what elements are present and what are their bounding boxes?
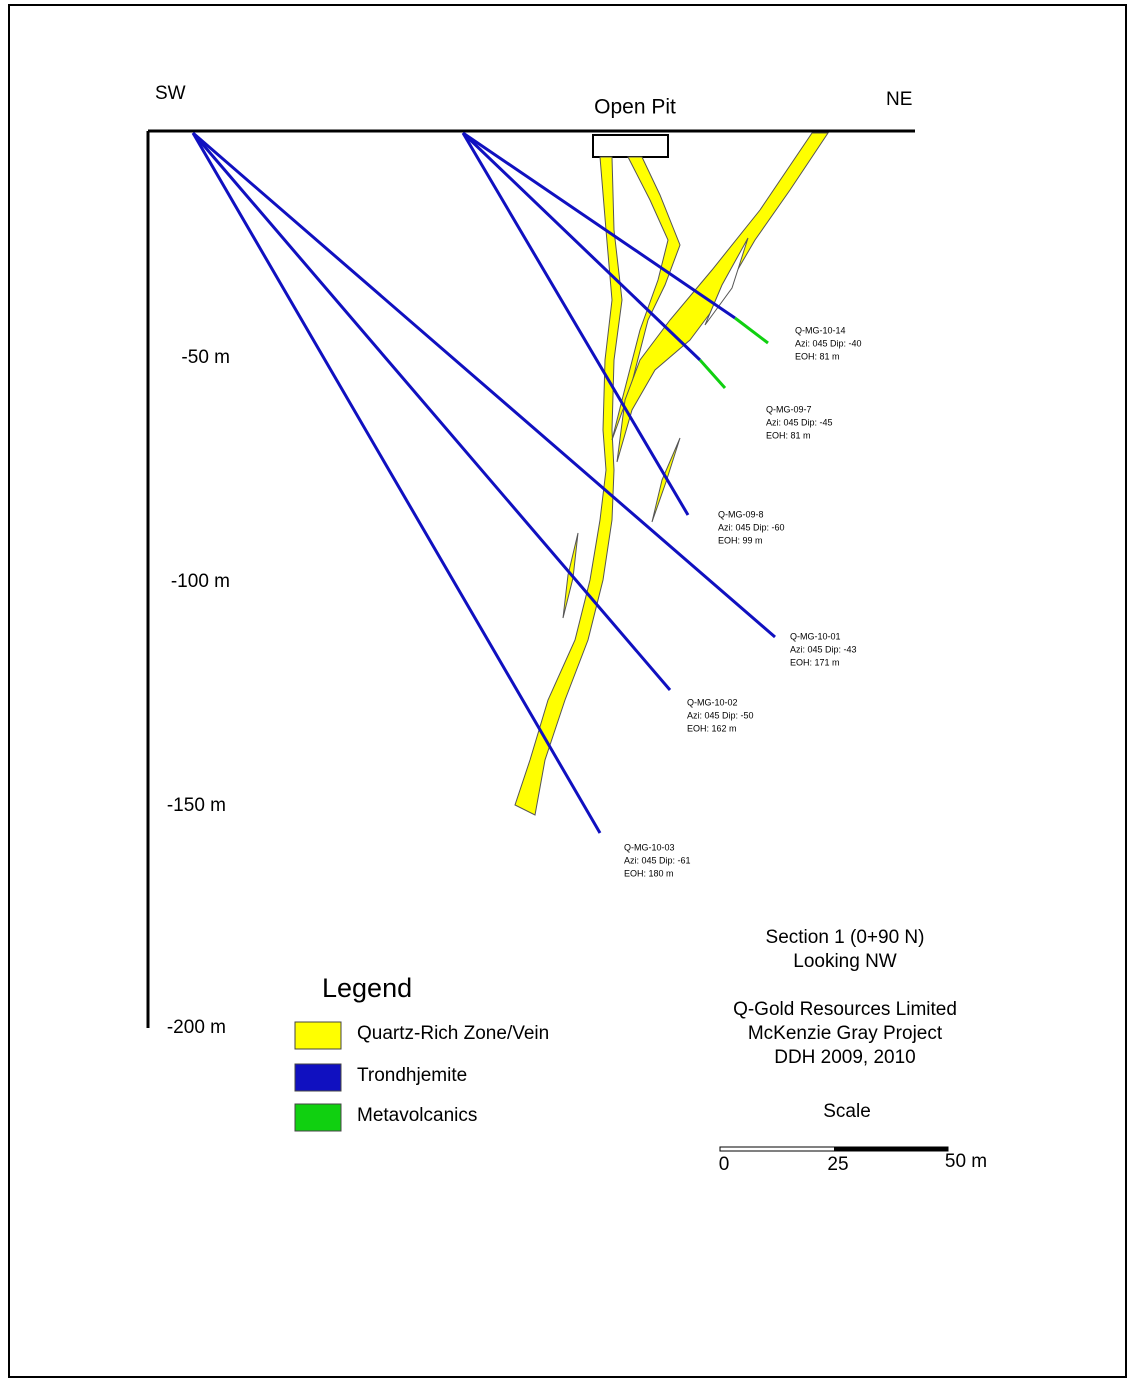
hole-eoh: EOH: 162 m (687, 723, 737, 733)
depth-label: -50 m (181, 347, 230, 368)
legend-label: Metavolcanics (357, 1105, 477, 1126)
hole-orientation: Azi: 045 Dip: -61 (624, 855, 691, 865)
hole-name: Q-MG-10-02 (687, 697, 738, 707)
hole-eoh: EOH: 180 m (624, 868, 674, 878)
hole-name: Q-MG-10-03 (624, 842, 675, 852)
depth-label: -200 m (167, 1017, 226, 1038)
program: DDH 2009, 2010 (774, 1047, 916, 1068)
hole-name: Q-MG-09-8 (718, 509, 764, 519)
scale-title: Scale (823, 1101, 871, 1122)
hole-orientation: Azi: 045 Dip: -43 (790, 644, 857, 654)
section-title: Section 1 (0+90 N) (766, 927, 925, 948)
hole-orientation: Azi: 045 Dip: -40 (795, 338, 862, 348)
hole-label: Q-MG-10-14 Azi: 045 Dip: -40 EOH: 81 m Q… (624, 325, 862, 878)
project: McKenzie Gray Project (748, 1023, 943, 1044)
hole-name: Q-MG-10-14 (795, 325, 846, 335)
cross-section: SW NE Open Pit -50 m -100 m -150 m -200 … (0, 0, 1130, 1378)
page: {"header": {"left": "SW", "right": "NE",… (0, 0, 1130, 1378)
legend-title: Legend (322, 973, 412, 1003)
scale-label: 0 (719, 1154, 730, 1175)
ne-label: NE (886, 89, 912, 110)
hole-orientation: Azi: 045 Dip: -45 (766, 417, 833, 427)
hole-eoh: EOH: 171 m (790, 657, 840, 667)
drill-hole-metavolcanic (735, 318, 768, 343)
hole-orientation: Azi: 045 Dip: -60 (718, 522, 785, 532)
hole-eoh: EOH: 99 m (718, 535, 763, 545)
hole-name: Q-MG-10-01 (790, 631, 841, 641)
hole-eoh: EOH: 81 m (795, 351, 840, 361)
scale-bar-fill (834, 1147, 948, 1151)
legend-label: Quartz-Rich Zone/Vein (357, 1023, 549, 1044)
drill-hole (193, 133, 600, 833)
drill-hole (193, 133, 670, 690)
legend-swatch (295, 1064, 341, 1091)
section-view: Looking NW (793, 951, 897, 972)
scale-label: 25 (827, 1154, 848, 1175)
hole-eoh: EOH: 81 m (766, 430, 811, 440)
legend-label: Trondhjemite (357, 1065, 467, 1086)
pit-label: Open Pit (594, 96, 676, 119)
open-pit (593, 135, 668, 157)
hole-name: Q-MG-09-7 (766, 404, 812, 414)
drill-hole-metavolcanic (700, 360, 725, 388)
hole-orientation: Azi: 045 Dip: -50 (687, 710, 754, 720)
sw-label: SW (155, 83, 186, 104)
drill-hole (463, 133, 700, 360)
scale-label: 50 m (945, 1151, 987, 1172)
drill-hole (193, 133, 775, 637)
depth-label: -100 m (171, 571, 230, 592)
legend-swatch (295, 1104, 341, 1131)
company: Q-Gold Resources Limited (733, 999, 957, 1020)
legend-swatch (295, 1022, 341, 1049)
depth-label: -150 m (167, 795, 226, 816)
drill-hole (463, 133, 735, 318)
